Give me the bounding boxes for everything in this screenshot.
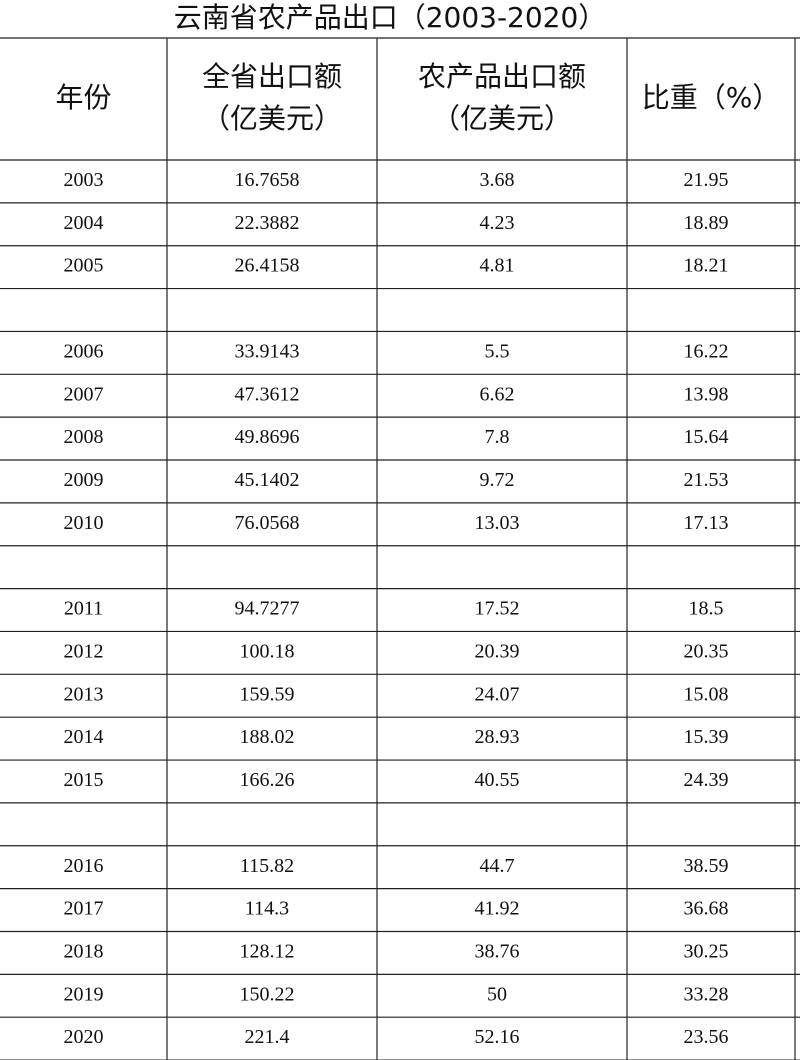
table-cell: 23.56	[684, 1026, 729, 1048]
table-cell: 2003	[64, 169, 104, 191]
table-cell: 30.25	[684, 941, 729, 963]
table-cell: 52.16	[475, 1026, 520, 1048]
table-cell: 13.98	[684, 383, 729, 405]
table-cell: 6.62	[480, 383, 515, 405]
table-cell: 24.39	[684, 769, 729, 791]
table-cell: 36.68	[684, 898, 729, 920]
table-cell: 45.1402	[235, 469, 300, 491]
table-cell: 22.3882	[235, 212, 300, 234]
table-cell: 128.12	[240, 941, 295, 963]
table-title: 云南省农产品出口（2003-2020）	[174, 1, 607, 34]
table-cell: 2009	[64, 469, 104, 491]
table-cell: 38.59	[684, 855, 729, 877]
table-cell: 20.39	[475, 640, 520, 662]
table-cell: 159.59	[240, 683, 295, 705]
table-cell: 33.9143	[235, 340, 300, 362]
table-cell: 15.08	[684, 683, 729, 705]
table-cell: 2015	[64, 769, 104, 791]
table-cell: 4.81	[480, 255, 515, 277]
table-cell: 2014	[64, 726, 104, 748]
table-cell: 4.23	[480, 212, 515, 234]
table-cell: 5.5	[485, 340, 510, 362]
table-cell: 2008	[64, 426, 104, 448]
table-cell: 26.4158	[235, 255, 300, 277]
table-cell: 2004	[64, 212, 104, 234]
table-cell: 21.95	[684, 169, 729, 191]
header-cell: 农产品出口额	[418, 60, 586, 93]
header-cell: （亿美元）	[202, 102, 342, 135]
table-cell: 15.39	[684, 726, 729, 748]
table-cell: 94.7277	[235, 598, 300, 620]
table-cell: 114.3	[245, 898, 289, 920]
table-cell: 40.55	[475, 769, 520, 791]
table-cell: 49.8696	[235, 426, 300, 448]
table-cell: 150.22	[240, 983, 295, 1005]
table-cell: 18.89	[684, 212, 729, 234]
header-cell: 年份	[55, 81, 111, 114]
table-cell: 16.7658	[235, 169, 300, 191]
table-cell: 18.5	[689, 598, 724, 620]
header-cell: 比重（%）	[642, 81, 781, 114]
header-cell: 全省出口额	[202, 60, 342, 93]
table-cell: 13.03	[475, 512, 520, 534]
table-cell: 9.72	[480, 469, 515, 491]
table-cell: 33.28	[684, 983, 729, 1005]
table-cell: 2012	[64, 640, 104, 662]
table-cell: 188.02	[240, 726, 295, 748]
table-cell: 2020	[64, 1026, 104, 1048]
table-cell: 2006	[64, 340, 104, 362]
table-cell: 2017	[64, 898, 104, 920]
table-cell: 47.3612	[235, 383, 300, 405]
table-cell: 18.21	[684, 255, 729, 277]
header-cell: （亿美元）	[432, 102, 572, 135]
table-cell: 2005	[64, 255, 104, 277]
table-cell: 166.26	[240, 769, 295, 791]
table-cell: 44.7	[480, 855, 515, 877]
table-cell: 2010	[64, 512, 104, 534]
table-cell: 2013	[64, 683, 104, 705]
table-cell: 3.68	[480, 169, 515, 191]
table-cell: 15.64	[684, 426, 729, 448]
table-cell: 76.0568	[235, 512, 300, 534]
table-cell: 17.13	[684, 512, 729, 534]
table-cell: 221.4	[245, 1026, 290, 1048]
table-cell: 50	[487, 983, 507, 1005]
table-cell: 2007	[64, 383, 104, 405]
table-cell: 2011	[64, 598, 103, 620]
table-cell: 20.35	[684, 640, 729, 662]
table-cell: 24.07	[475, 683, 520, 705]
table-cell: 2019	[64, 983, 104, 1005]
table-cell: 2018	[64, 941, 104, 963]
table-cell: 100.18	[240, 640, 295, 662]
table-cell: 17.52	[475, 598, 520, 620]
table-cell: 41.92	[475, 898, 520, 920]
table-cell: 38.76	[475, 941, 520, 963]
table-cell: 16.22	[684, 340, 729, 362]
table-cell: 28.93	[475, 726, 520, 748]
table-cell: 2016	[64, 855, 104, 877]
table-cell: 115.82	[240, 855, 294, 877]
table-cell: 21.53	[684, 469, 729, 491]
table-cell: 7.8	[485, 426, 510, 448]
